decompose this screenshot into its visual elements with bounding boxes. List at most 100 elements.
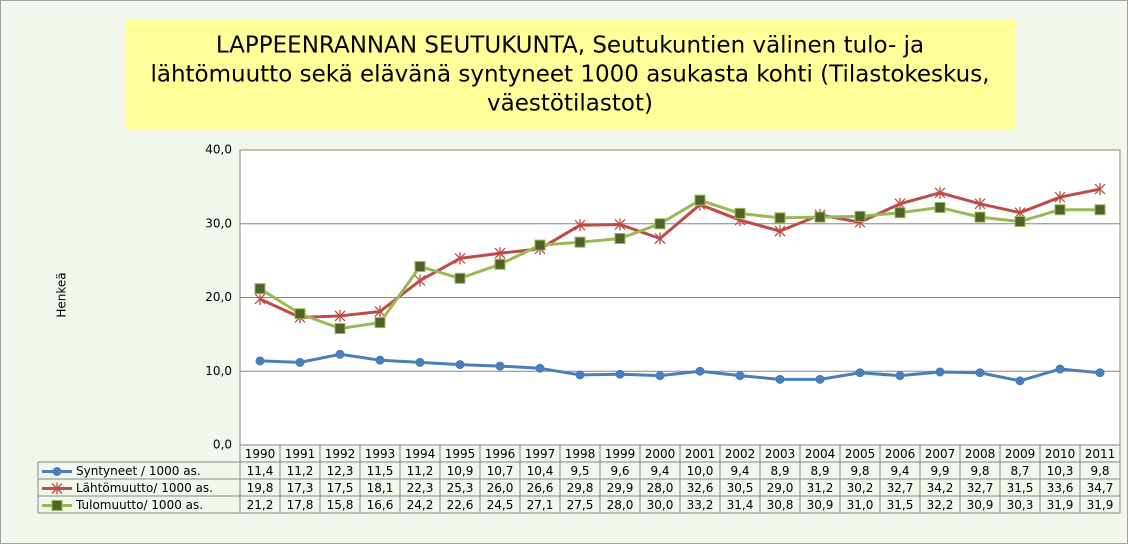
table-value: 24,2 [407, 498, 434, 512]
marker [855, 368, 865, 378]
table-value: 9,9 [930, 464, 949, 478]
table-value: 9,6 [610, 464, 629, 478]
table-value: 31,4 [727, 498, 754, 512]
marker [655, 371, 665, 381]
table-value: 31,9 [1047, 498, 1074, 512]
marker [775, 374, 785, 384]
marker [1094, 183, 1106, 196]
marker [615, 369, 625, 379]
table-value: 9,4 [650, 464, 669, 478]
marker [374, 317, 386, 329]
marker [614, 233, 626, 244]
table-value: 28,0 [607, 498, 634, 512]
table-value: 33,6 [1047, 481, 1074, 495]
table-value: 30,8 [767, 498, 794, 512]
table-value: 22,6 [447, 498, 474, 512]
legend-label: Tulomuutto/ 1000 as. [75, 498, 203, 512]
marker [495, 361, 505, 371]
marker [1054, 204, 1066, 216]
x-tick-label: 2007 [925, 447, 956, 461]
table-value: 27,1 [527, 498, 554, 512]
marker [814, 211, 826, 223]
marker [695, 366, 705, 376]
x-tick-label: 1990 [245, 447, 276, 461]
marker [974, 197, 986, 210]
marker [895, 371, 905, 381]
marker [574, 236, 586, 248]
table-value: 9,8 [1090, 464, 1109, 478]
marker [454, 252, 466, 265]
table-value: 10,9 [447, 464, 474, 478]
table-value: 31,0 [847, 498, 874, 512]
x-tick-label: 1998 [565, 447, 596, 461]
x-tick-label: 2001 [685, 447, 716, 461]
marker [975, 368, 985, 378]
marker [574, 219, 586, 232]
table-value: 31,9 [1087, 498, 1114, 512]
table-value: 32,6 [687, 481, 714, 495]
x-tick-label: 2000 [645, 447, 676, 461]
marker [455, 360, 465, 370]
table-value: 19,8 [247, 481, 274, 495]
table-value: 29,8 [567, 481, 594, 495]
marker [335, 349, 345, 359]
marker [494, 247, 506, 260]
chart-title: väestötilastot) [487, 91, 653, 117]
table-value: 31,5 [1007, 481, 1034, 495]
table-value: 33,2 [687, 498, 714, 512]
marker [934, 202, 946, 214]
table-value: 30,9 [967, 498, 994, 512]
table-value: 26,0 [487, 481, 514, 495]
table-value: 32,2 [927, 498, 954, 512]
legend-label: Lähtömuutto/ 1000 as. [76, 481, 213, 495]
x-tick-label: 2003 [765, 447, 796, 461]
chart-title: LAPPEENRANNAN SEUTUKUNTA, Seutukuntien v… [216, 33, 924, 59]
marker [1014, 216, 1026, 228]
table-value: 18,1 [367, 481, 394, 495]
table-value: 9,8 [970, 464, 989, 478]
marker [51, 482, 63, 495]
table-value: 27,5 [567, 498, 594, 512]
table-value: 10,4 [527, 464, 554, 478]
x-tick-label: 1994 [405, 447, 436, 461]
table-value: 11,2 [287, 464, 314, 478]
marker [974, 211, 986, 223]
marker [534, 239, 546, 251]
table-value: 30,2 [847, 481, 874, 495]
marker [454, 272, 466, 284]
table-value: 21,2 [247, 498, 274, 512]
marker [255, 356, 265, 366]
marker [815, 374, 825, 384]
marker [1054, 191, 1066, 204]
marker [254, 283, 266, 295]
x-tick-label: 2004 [805, 447, 836, 461]
marker [374, 305, 386, 318]
marker [494, 258, 506, 270]
table-value: 16,6 [367, 498, 394, 512]
marker [414, 274, 426, 287]
x-tick-label: 1995 [445, 447, 476, 461]
table-value: 30,9 [807, 498, 834, 512]
table-value: 9,5 [570, 464, 589, 478]
x-tick-label: 2009 [1005, 447, 1036, 461]
marker [935, 367, 945, 377]
marker [735, 371, 745, 381]
x-tick-label: 1993 [365, 447, 396, 461]
table-value: 10,3 [1047, 464, 1074, 478]
table-value: 32,7 [967, 481, 994, 495]
x-tick-label: 1992 [325, 447, 356, 461]
y-tick-label: 30,0 [205, 216, 232, 230]
table-value: 32,7 [887, 481, 914, 495]
marker [375, 355, 385, 365]
table-value: 8,9 [810, 464, 829, 478]
table-value: 10,7 [487, 464, 514, 478]
chart-title: lähtömuutto sekä elävänä syntyneet 1000 … [150, 62, 989, 88]
marker [535, 363, 545, 373]
table-value: 26,6 [527, 481, 554, 495]
marker [414, 261, 426, 273]
x-tick-label: 1997 [525, 447, 556, 461]
table-value: 31,5 [887, 498, 914, 512]
series-line [259, 198, 1100, 330]
marker [1095, 368, 1105, 378]
table-value: 9,4 [730, 464, 749, 478]
